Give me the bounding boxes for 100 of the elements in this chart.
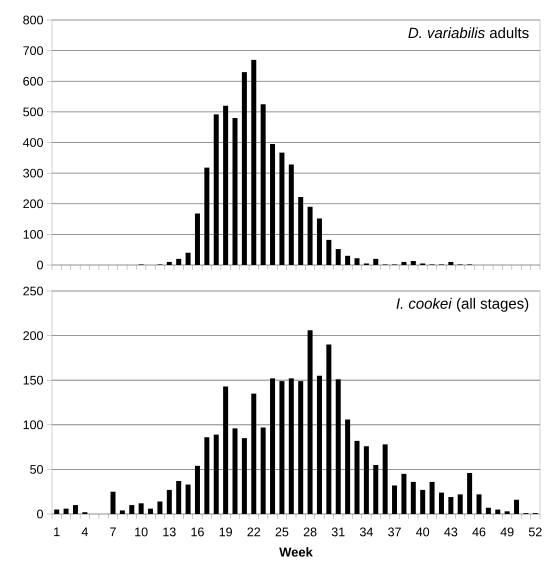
- bar: [279, 381, 284, 514]
- bar: [186, 484, 191, 514]
- bar: [214, 434, 219, 514]
- y-tick-label: 400: [22, 138, 43, 147]
- bar: [467, 472, 472, 514]
- bar: [288, 378, 294, 514]
- y-tick-label: 0: [37, 510, 43, 518]
- bar: [458, 494, 463, 514]
- bar: [326, 344, 332, 514]
- bar: [129, 505, 134, 514]
- bar: [270, 378, 276, 514]
- bar: [316, 218, 322, 265]
- bar: [251, 60, 256, 265]
- y-tick-label: 200: [23, 331, 43, 340]
- bar: [364, 446, 369, 514]
- y-tick-label: 150: [24, 376, 43, 385]
- bar: [476, 494, 482, 514]
- x-axis-title: Week: [279, 547, 313, 557]
- bar: [401, 262, 406, 265]
- x-tick-label: 7: [110, 528, 116, 536]
- y-tick-label: 600: [23, 76, 43, 86]
- chart-title: D. variabilis adults: [408, 27, 529, 38]
- bar: [382, 444, 388, 514]
- bar: [120, 510, 125, 514]
- bar: [298, 197, 304, 265]
- bar: [495, 510, 500, 514]
- x-tick-label: 43: [444, 528, 458, 536]
- bar: [72, 505, 78, 514]
- y-tick-label: 700: [23, 46, 43, 56]
- x-tick-label: 34: [360, 528, 373, 536]
- x-tick-label: 19: [220, 528, 232, 536]
- bar: [214, 114, 219, 265]
- x-tick-label: 31: [332, 528, 345, 536]
- bar: [336, 249, 341, 265]
- x-tick-label: 4: [82, 528, 88, 536]
- bar: [223, 106, 228, 265]
- bar: [430, 482, 435, 514]
- bar: [166, 490, 172, 514]
- bar: [448, 262, 454, 265]
- x-tick-label: 52: [528, 528, 542, 536]
- y-tick-label: 200: [23, 199, 43, 208]
- bar: [308, 206, 313, 265]
- bar: [176, 258, 182, 265]
- chart-title: I. cookei (all stages): [396, 298, 528, 312]
- x-tick-label: 46: [472, 528, 486, 536]
- bar: [504, 511, 510, 514]
- bar: [345, 419, 350, 514]
- x-tick-label: 22: [247, 528, 260, 536]
- x-tick-label: 16: [191, 528, 204, 536]
- x-tick-label: 10: [135, 528, 148, 536]
- bar: [401, 474, 406, 514]
- bar: [260, 104, 266, 265]
- bar: [64, 508, 69, 514]
- bar: [438, 492, 444, 514]
- y-tick-label: 50: [30, 465, 43, 474]
- bar: [308, 330, 313, 514]
- bar: [354, 440, 360, 514]
- x-tick-label: 25: [276, 528, 288, 536]
- bar: [392, 485, 398, 514]
- x-tick-label: 37: [388, 528, 401, 536]
- x-tick-label: 13: [163, 528, 176, 536]
- bar: [448, 497, 454, 514]
- bar: [166, 262, 172, 265]
- bar: [316, 376, 322, 514]
- bar: [288, 164, 294, 265]
- bar: [138, 503, 144, 514]
- y-tick-label: 500: [23, 107, 43, 116]
- y-tick-label: 0: [37, 260, 43, 270]
- y-tick-label: 800: [23, 16, 43, 24]
- y-tick-label: 300: [23, 168, 43, 178]
- bar: [514, 500, 520, 514]
- bar: [232, 428, 238, 514]
- bar: [251, 394, 256, 514]
- x-tick-label: 40: [416, 528, 430, 536]
- y-tick-label: 100: [24, 230, 43, 239]
- bar: [242, 438, 247, 514]
- bar: [260, 427, 266, 514]
- bar: [270, 144, 276, 265]
- bar: [194, 466, 200, 514]
- bar: [410, 261, 416, 265]
- bar: [176, 480, 182, 514]
- bar: [242, 72, 247, 265]
- bar: [157, 502, 162, 514]
- bar: [486, 508, 491, 514]
- bar: [410, 482, 416, 514]
- bar: [186, 252, 191, 265]
- bar: [54, 510, 60, 514]
- bar: [232, 118, 238, 265]
- bar: [148, 508, 154, 514]
- x-tick-label: 49: [500, 528, 514, 536]
- bar: [204, 437, 210, 514]
- bar: [326, 240, 332, 265]
- bar: [336, 379, 341, 514]
- x-tick-label: 1: [54, 528, 60, 536]
- y-tick-label: 250: [23, 286, 43, 296]
- bar: [373, 464, 378, 514]
- y-tick-label: 100: [24, 420, 43, 430]
- bar: [420, 490, 426, 514]
- x-tick-label: 28: [304, 528, 316, 536]
- bar: [279, 152, 284, 265]
